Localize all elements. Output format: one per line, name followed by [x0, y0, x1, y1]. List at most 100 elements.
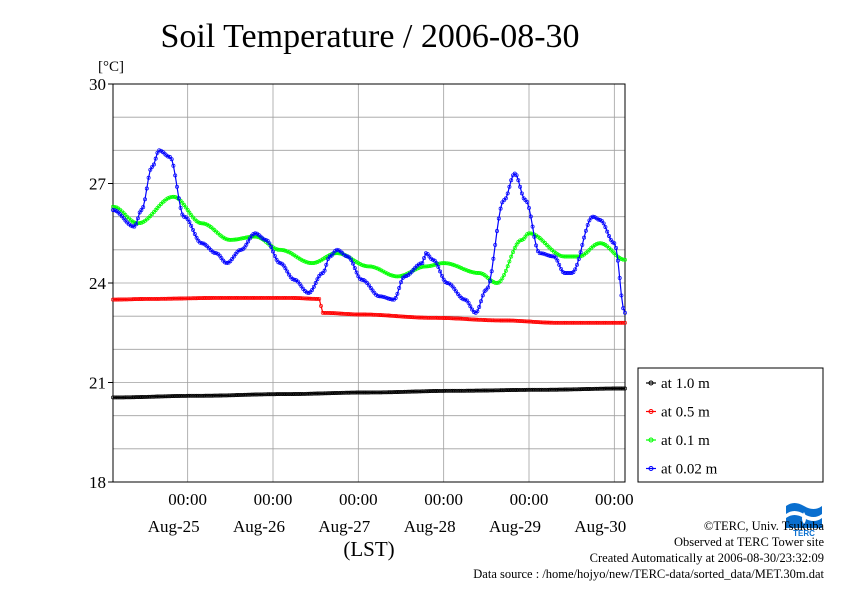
- data-point: [283, 295, 288, 300]
- data-point: [199, 221, 204, 226]
- data-point: [518, 319, 523, 323]
- data-point: [557, 262, 562, 267]
- data-point: [541, 251, 546, 256]
- data-point: [475, 309, 480, 314]
- data-point: [347, 390, 352, 395]
- data-point: [541, 320, 546, 325]
- data-point: [509, 318, 514, 323]
- data-point: [582, 320, 587, 325]
- data-point: [164, 296, 169, 301]
- y-tick-label: 24: [89, 274, 107, 293]
- data-point: [214, 251, 219, 256]
- data-point: [518, 387, 523, 392]
- x-tick-date: Aug-27: [318, 517, 370, 536]
- series-at-1-0-m: [111, 386, 627, 400]
- data-point: [507, 259, 512, 264]
- data-point: [436, 315, 441, 320]
- data-point: [141, 205, 146, 210]
- data-point: [443, 316, 448, 320]
- data-point: [379, 294, 384, 299]
- data-point: [301, 296, 306, 301]
- data-point: [575, 320, 579, 325]
- data-point: [418, 265, 423, 270]
- data-point: [383, 313, 387, 318]
- data-point: [431, 389, 435, 393]
- data-point: [201, 221, 206, 226]
- data-point: [139, 208, 144, 212]
- data-point: [187, 296, 192, 301]
- data-point: [486, 318, 491, 323]
- data-point: [564, 320, 569, 325]
- data-point: [203, 296, 208, 300]
- data-point: [271, 249, 275, 254]
- data-point: [205, 393, 210, 398]
- data-point: [550, 254, 555, 259]
- data-point: [459, 388, 464, 393]
- data-point: [432, 258, 437, 263]
- data-point: [315, 296, 320, 301]
- data-point: [223, 295, 227, 300]
- data-point: [596, 241, 601, 246]
- data-point: [571, 387, 576, 392]
- terc-logo-icon: TERC: [784, 500, 824, 538]
- y-tick-label: 27: [89, 175, 107, 194]
- data-point: [155, 394, 160, 399]
- data-point: [368, 264, 373, 269]
- data-point: [365, 264, 370, 269]
- data-point: [390, 390, 395, 395]
- data-point: [271, 392, 275, 397]
- data-point: [612, 386, 617, 391]
- data-point: [603, 386, 608, 391]
- data-point: [246, 239, 251, 244]
- data-point: [223, 260, 227, 265]
- data-point: [399, 389, 403, 394]
- data-point: [224, 261, 229, 266]
- data-point: [507, 318, 512, 323]
- data-point: [550, 320, 555, 325]
- data-point: [436, 264, 441, 269]
- data-point: [463, 267, 467, 272]
- data-point: [452, 388, 457, 393]
- data-point: [496, 216, 501, 221]
- data-point: [601, 221, 606, 226]
- data-point: [324, 262, 329, 267]
- data-point: [475, 388, 480, 393]
- data-point: [244, 242, 249, 247]
- data-point: [194, 235, 199, 240]
- data-point: [242, 245, 247, 250]
- data-point: [525, 319, 530, 324]
- data-point: [617, 276, 622, 280]
- data-point: [591, 214, 595, 219]
- data-point: [598, 386, 603, 391]
- y-tick-label: 30: [89, 75, 106, 94]
- data-point: [461, 266, 466, 271]
- data-point: [123, 395, 128, 400]
- data-point: [155, 296, 160, 301]
- data-point: [575, 262, 579, 267]
- data-point: [267, 392, 272, 397]
- data-point: [269, 295, 274, 300]
- data-point: [420, 315, 425, 320]
- data-point: [395, 314, 400, 319]
- logo-text: TERC: [793, 529, 815, 538]
- data-point: [159, 296, 163, 301]
- data-point: [251, 295, 256, 300]
- data-point: [612, 320, 617, 325]
- data-point: [605, 386, 610, 391]
- data-point: [550, 387, 555, 392]
- data-point: [461, 388, 466, 393]
- data-point: [454, 263, 459, 268]
- data-point: [491, 318, 496, 323]
- data-point: [393, 296, 398, 300]
- x-tick-date: Aug-26: [233, 517, 285, 536]
- data-point: [500, 318, 505, 323]
- data-point: [573, 320, 578, 325]
- data-point: [571, 254, 576, 259]
- data-point: [502, 272, 507, 277]
- data-point: [372, 312, 377, 317]
- data-point: [349, 390, 354, 395]
- data-point: [212, 250, 217, 255]
- data-point: [511, 250, 515, 255]
- data-point: [246, 295, 251, 300]
- data-point: [191, 296, 195, 301]
